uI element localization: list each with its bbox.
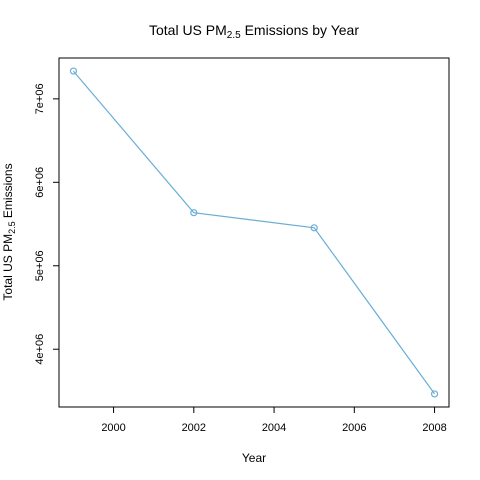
y-axis-title: Total US PM2.5 Emissions xyxy=(1,163,17,300)
chart-title: Total US PM2.5 Emissions by Year xyxy=(149,22,359,41)
chart-title-suffix: Emissions by Year xyxy=(241,22,360,38)
data-point xyxy=(430,390,439,398)
data-point xyxy=(69,67,78,75)
x-tick-label: 2004 xyxy=(262,422,286,434)
x-axis: 2000 2002 2004 2006 2008 xyxy=(101,407,447,434)
y-axis-title-suffix: Emissions xyxy=(1,163,15,221)
data-point xyxy=(190,209,198,217)
y-tick-label: 7e+06 xyxy=(34,83,46,114)
x-tick-label: 2002 xyxy=(182,422,206,434)
chart-title-subscript: 2.5 xyxy=(227,30,241,41)
x-axis-title: Year xyxy=(242,451,266,465)
x-tick-label: 2006 xyxy=(342,422,366,434)
plot-frame xyxy=(58,57,450,408)
y-axis-title-subscript: 2.5 xyxy=(7,221,17,234)
x-tick-label: 2008 xyxy=(422,422,446,434)
x-tick-label: 2000 xyxy=(101,422,125,434)
y-axis: 4e+06 5e+06 6e+06 7e+06 xyxy=(34,83,59,365)
chart-title-prefix: Total US PM xyxy=(149,22,227,38)
data-point xyxy=(310,224,318,232)
y-tick-label: 6e+06 xyxy=(34,167,46,198)
y-axis-title-prefix: Total US PM xyxy=(1,234,15,301)
data-series xyxy=(69,67,439,398)
series-line xyxy=(72,70,436,395)
y-tick-label: 4e+06 xyxy=(34,334,46,365)
y-tick-label: 5e+06 xyxy=(34,250,46,281)
